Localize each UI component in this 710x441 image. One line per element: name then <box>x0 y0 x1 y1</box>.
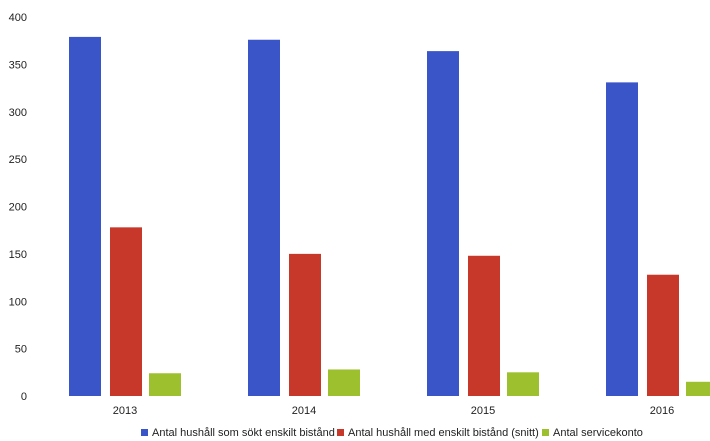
legend-label: Antal hushåll med enskilt bistånd (snitt… <box>348 427 539 439</box>
y-tick-label: 0 <box>21 391 27 403</box>
x-tick-label: 2014 <box>292 405 316 417</box>
legend-swatch <box>542 429 549 436</box>
legend: Antal hushåll som sökt enskilt bistånd An… <box>141 427 643 439</box>
x-tick-label: 2013 <box>113 405 137 417</box>
legend-label: Antal servicekonto <box>553 427 643 439</box>
x-tick-label: 2015 <box>471 405 495 417</box>
y-axis: 0 50 100 150 200 250 300 350 400 <box>9 12 27 403</box>
y-tick-label: 350 <box>9 59 27 71</box>
y-tick-label: 200 <box>9 202 27 214</box>
legend-swatch <box>337 429 344 436</box>
bar-series-1-2013 <box>69 36 101 397</box>
bar-series-3-2014 <box>328 369 360 396</box>
bars <box>69 36 710 397</box>
bar-series-3-2013 <box>149 373 181 396</box>
y-tick-label: 400 <box>9 12 27 24</box>
y-tick-label: 300 <box>9 107 27 119</box>
bar-series-2-2013 <box>110 227 142 396</box>
y-tick-label: 150 <box>9 249 27 261</box>
bar-series-2-2014 <box>289 253 321 396</box>
bar-series-1-2015 <box>427 51 459 397</box>
y-tick-label: 250 <box>9 154 27 166</box>
y-tick-label: 50 <box>15 344 27 356</box>
bar-series-3-2016 <box>686 381 710 396</box>
bar-series-2-2016 <box>647 274 679 396</box>
x-tick-label: 2016 <box>650 405 674 417</box>
bar-series-2-2015 <box>468 255 500 396</box>
legend-label: Antal hushåll som sökt enskilt bistånd <box>152 427 335 439</box>
y-tick-label: 100 <box>9 296 27 308</box>
x-axis: 2013 2014 2015 2016 <box>113 405 674 417</box>
bar-series-1-2014 <box>248 39 280 397</box>
bar-series-3-2015 <box>507 372 539 396</box>
bar-series-1-2016 <box>606 82 638 396</box>
legend-swatch <box>141 429 148 436</box>
